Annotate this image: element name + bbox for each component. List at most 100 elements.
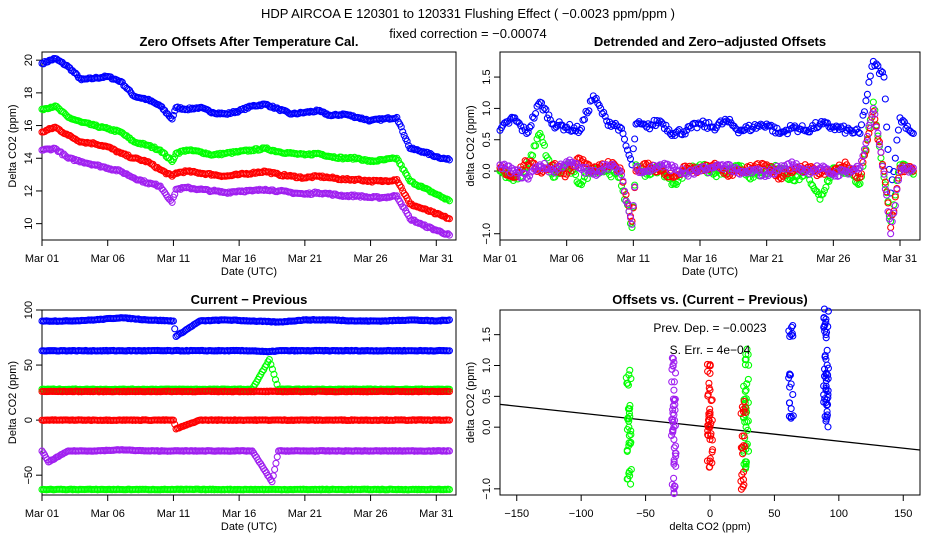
data-point [785, 399, 794, 407]
data-point [739, 483, 747, 491]
data-point [667, 431, 676, 440]
figure-subtitle: fixed correction = −0.00074 [389, 26, 547, 41]
data-point [894, 174, 902, 182]
data-point [585, 107, 593, 115]
data-point [798, 122, 806, 130]
data-point [631, 135, 639, 143]
x-tick-label: Mar 06 [550, 253, 584, 265]
data-point [671, 406, 679, 414]
data-point [271, 465, 279, 474]
data-point [737, 409, 745, 418]
data-point [627, 480, 635, 488]
data-point [670, 358, 678, 366]
data-point [881, 178, 889, 186]
data-point [888, 218, 896, 226]
data-point [271, 376, 280, 384]
data-point [741, 361, 749, 369]
data-point [592, 94, 600, 102]
data-point [740, 397, 748, 405]
data-point [566, 120, 574, 129]
data-point [669, 362, 677, 370]
series-blue [38, 314, 453, 340]
data-point [577, 124, 586, 133]
data-point [572, 171, 580, 179]
data-point [791, 177, 799, 185]
data-point [739, 468, 748, 476]
series-green [38, 102, 453, 205]
y-tick-label: 12 [23, 185, 35, 197]
data-point [866, 72, 874, 80]
data-point [744, 375, 752, 383]
y-tick-label: 0.0 [481, 420, 493, 435]
data-point [627, 427, 635, 435]
data-point [168, 115, 176, 123]
data-point [884, 145, 892, 153]
data-point [136, 156, 144, 164]
plot-frame [499, 51, 921, 241]
y-tick-label: 1.5 [481, 69, 493, 84]
data-point [862, 139, 870, 147]
series-red [703, 360, 749, 493]
data-point [820, 305, 828, 313]
data-point [880, 167, 888, 175]
y-tick-label: 1.0 [481, 101, 493, 116]
data-point [770, 170, 778, 178]
x-tick-label: 50 [768, 508, 780, 520]
data-point [577, 181, 586, 189]
data-point [862, 97, 870, 105]
y-tick-label: 14 [23, 152, 35, 164]
data-point [668, 354, 676, 362]
data-point [403, 137, 411, 145]
data-point [824, 423, 832, 431]
data-point [865, 78, 873, 86]
data-point [273, 453, 281, 461]
panel-title: Zero Offsets After Temperature Cal. [140, 34, 359, 49]
data-point [445, 215, 453, 223]
data-point [708, 436, 716, 444]
data-point [752, 166, 760, 174]
x-tick-label: Mar 16 [222, 253, 256, 265]
data-point [875, 140, 883, 148]
data-point [202, 149, 210, 157]
data-point [627, 438, 635, 446]
data-point [707, 432, 715, 440]
data-point [814, 190, 823, 199]
data-point [878, 162, 887, 170]
data-point [773, 124, 781, 132]
x-tick-label: 0 [707, 508, 713, 520]
data-point [505, 119, 513, 127]
data-point [744, 417, 752, 425]
data-point [626, 155, 635, 163]
y-tick-label: −1.0 [481, 478, 493, 500]
panel-title: Offsets vs. (Current − Previous) [612, 292, 807, 307]
panel-title: Current − Previous [191, 292, 308, 307]
data-point [50, 103, 58, 111]
data-point [824, 387, 832, 395]
data-point [671, 396, 679, 404]
figure-title: HDP AIRCOA E 120301 to 120331 Flushing E… [261, 6, 675, 21]
x-tick-label: −50 [636, 508, 655, 520]
series-purple [38, 144, 453, 239]
data-point [741, 418, 749, 426]
data-point [393, 192, 401, 200]
data-point [399, 128, 407, 136]
data-point [649, 121, 657, 129]
x-tick-label: Mar 21 [750, 253, 784, 265]
data-point [625, 432, 633, 440]
data-point [536, 129, 544, 138]
data-point [672, 462, 680, 470]
data-point [871, 62, 879, 70]
y-axis-label: Delta CO2 (ppm) [7, 104, 19, 187]
data-point [626, 214, 635, 222]
data-point [899, 117, 907, 125]
data-point [860, 108, 868, 116]
data-point [265, 356, 273, 364]
data-point [706, 463, 714, 471]
stat-annotation: Prev. Dep. = −0.0023 [653, 321, 767, 335]
x-tick-label: Mar 11 [157, 508, 190, 520]
x-tick-label: Mar 06 [91, 253, 125, 265]
data-point [564, 166, 572, 174]
x-axis-label: Date (UTC) [682, 266, 738, 278]
data-point [423, 224, 432, 232]
